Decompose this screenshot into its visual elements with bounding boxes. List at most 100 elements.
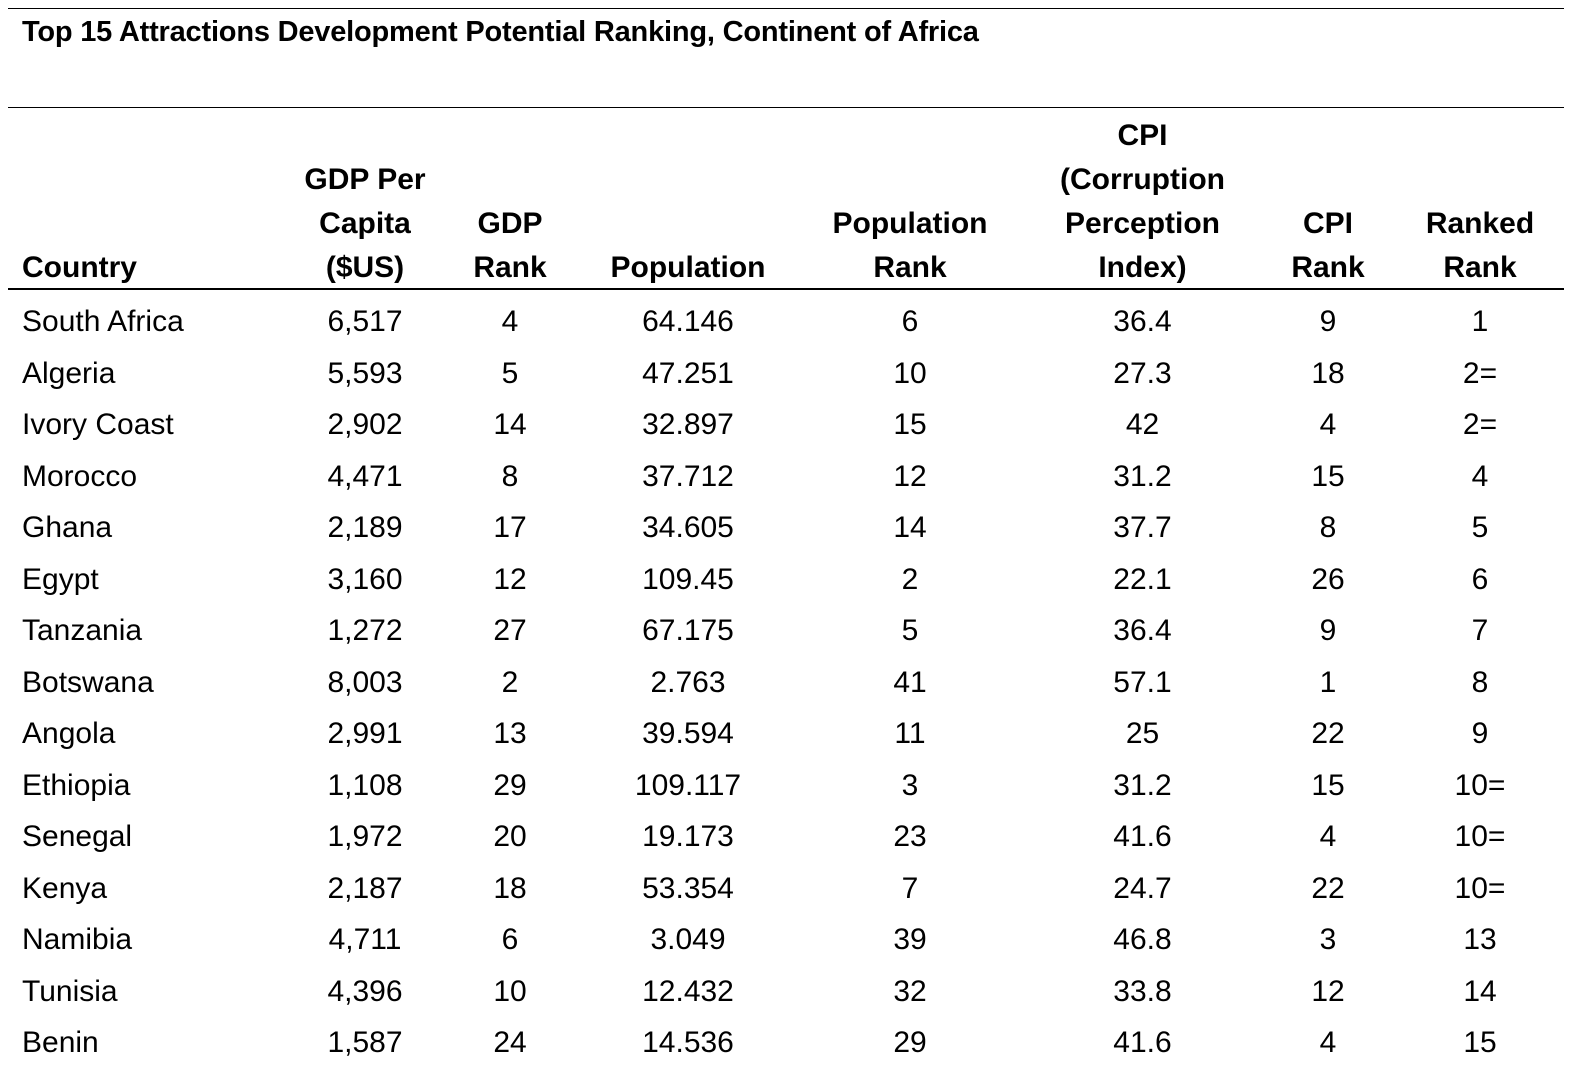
table-row: Ghana 2,189 17 34.605 14 37.7 8 5 bbox=[0, 502, 1570, 554]
cell-ranked-rank: 7 bbox=[1471, 614, 1489, 647]
cell-population: 3.049 bbox=[650, 923, 726, 956]
cell-population-rank: 3 bbox=[901, 768, 919, 802]
cell-cpi: 41.6 bbox=[1113, 1026, 1172, 1059]
cell-cpi: 24.7 bbox=[1113, 871, 1172, 905]
cell-gdp-per-capita: 2,902 bbox=[327, 408, 403, 441]
cell-country: Ethiopia bbox=[22, 768, 131, 802]
cell-cpi: 36.4 bbox=[1113, 614, 1172, 647]
cell-ranked-rank: 10= bbox=[1454, 820, 1506, 853]
table-title: Top 15 Attractions Development Potential… bbox=[22, 16, 979, 48]
cell-ranked-rank: 1 bbox=[1471, 305, 1489, 338]
column-header-cpi-rank: CPI Rank bbox=[1291, 207, 1365, 284]
cell-cpi: 31.2 bbox=[1113, 768, 1172, 802]
cell-ranked-rank: 8 bbox=[1471, 665, 1489, 699]
table-row: South Africa 6,517 4 64.146 6 36.4 9 1 bbox=[0, 296, 1570, 348]
cell-country: Benin bbox=[22, 1026, 99, 1059]
cell-population: 12.432 bbox=[642, 974, 734, 1008]
cell-cpi-rank: 4 bbox=[1319, 408, 1337, 441]
cell-population-rank: 5 bbox=[901, 614, 919, 647]
cell-country: Botswana bbox=[22, 665, 154, 699]
cell-population-rank: 41 bbox=[893, 665, 927, 699]
cell-population: 32.897 bbox=[642, 408, 734, 441]
cell-gdp-rank: 2 bbox=[501, 665, 519, 699]
cell-ranked-rank: 5 bbox=[1471, 511, 1489, 544]
cell-cpi: 33.8 bbox=[1113, 974, 1172, 1008]
cell-population: 19.173 bbox=[642, 820, 734, 853]
cell-cpi: 37.7 bbox=[1113, 511, 1172, 544]
cell-gdp-rank: 29 bbox=[493, 768, 527, 802]
cell-population-rank: 32 bbox=[893, 974, 927, 1008]
cell-ranked-rank: 2= bbox=[1462, 408, 1498, 441]
cell-gdp-rank: 10 bbox=[493, 974, 527, 1008]
cell-cpi: 42 bbox=[1125, 408, 1160, 441]
cell-gdp-per-capita: 4,471 bbox=[327, 459, 403, 493]
table-row: Benin 1,587 24 14.536 29 41.6 4 15 bbox=[0, 1017, 1570, 1069]
cell-country: Senegal bbox=[22, 820, 133, 853]
cell-population: 37.712 bbox=[642, 459, 734, 493]
cell-cpi-rank: 22 bbox=[1311, 871, 1345, 905]
cell-country: Morocco bbox=[22, 459, 138, 493]
cell-population: 47.251 bbox=[642, 356, 734, 390]
table-row: Angola 2,991 13 39.594 11 25 22 9 bbox=[0, 708, 1570, 760]
cell-population: 109.117 bbox=[634, 768, 742, 802]
cell-population: 34.605 bbox=[642, 511, 734, 544]
top-rule bbox=[8, 8, 1564, 9]
cell-country: Angola bbox=[22, 717, 116, 750]
column-header-population-rank: Population Rank bbox=[832, 207, 988, 284]
cell-gdp-rank: 6 bbox=[501, 923, 519, 956]
cell-ranked-rank: 10= bbox=[1454, 871, 1506, 905]
cell-cpi: 25 bbox=[1125, 717, 1160, 750]
table-row: Tanzania 1,272 27 67.175 5 36.4 9 7 bbox=[0, 605, 1570, 657]
cell-population-rank: 14 bbox=[893, 511, 927, 544]
table-row: Botswana 8,003 2 2.763 41 57.1 1 8 bbox=[0, 657, 1570, 709]
cell-cpi-rank: 9 bbox=[1319, 305, 1337, 338]
cell-cpi-rank: 18 bbox=[1311, 356, 1345, 390]
table-row: Ethiopia 1,108 29 109.117 3 31.2 15 10= bbox=[0, 760, 1570, 812]
cell-ranked-rank: 13 bbox=[1463, 923, 1497, 956]
cell-cpi-rank: 9 bbox=[1319, 614, 1337, 647]
table-row: Namibia 4,711 6 3.049 39 46.8 3 13 bbox=[0, 914, 1570, 966]
cell-country: South Africa bbox=[22, 305, 184, 338]
cell-ranked-rank: 6 bbox=[1471, 562, 1489, 596]
table-row: Ivory Coast 2,902 14 32.897 15 42 4 2= bbox=[0, 399, 1570, 451]
cell-population-rank: 39 bbox=[893, 923, 927, 956]
column-header-population: Population bbox=[610, 251, 766, 284]
cell-population-rank: 23 bbox=[893, 820, 927, 853]
cell-gdp-per-capita: 5,593 bbox=[327, 356, 403, 390]
column-header-cpi: CPI (Corruption Perception Index) bbox=[1060, 119, 1225, 284]
cell-ranked-rank: 2= bbox=[1462, 356, 1498, 390]
cell-gdp-per-capita: 2,189 bbox=[327, 511, 403, 544]
cell-cpi: 31.2 bbox=[1113, 459, 1172, 493]
cell-ranked-rank: 15 bbox=[1463, 1026, 1497, 1059]
column-header-ranked-rank: Ranked Rank bbox=[1425, 207, 1535, 284]
cell-population: 64.146 bbox=[642, 305, 734, 338]
cell-cpi-rank: 8 bbox=[1319, 511, 1337, 544]
cell-cpi: 57.1 bbox=[1113, 665, 1172, 699]
cell-cpi-rank: 26 bbox=[1311, 562, 1345, 596]
cell-population: 109.45 bbox=[642, 562, 734, 596]
table-row: Morocco 4,471 8 37.712 12 31.2 15 4 bbox=[0, 451, 1570, 503]
cell-ranked-rank: 4 bbox=[1471, 459, 1489, 493]
cell-country: Tanzania bbox=[22, 614, 143, 647]
header-bottom-rule bbox=[8, 288, 1564, 290]
cell-gdp-rank: 5 bbox=[501, 356, 519, 390]
cell-country: Namibia bbox=[22, 923, 133, 956]
cell-population-rank: 10 bbox=[893, 356, 927, 390]
cell-cpi-rank: 12 bbox=[1311, 974, 1345, 1008]
column-header-gdp-rank: GDP Rank bbox=[473, 207, 547, 284]
cell-gdp-rank: 27 bbox=[493, 614, 527, 647]
cell-gdp-rank: 14 bbox=[493, 408, 527, 441]
cell-cpi-rank: 4 bbox=[1319, 1026, 1337, 1059]
cell-cpi-rank: 3 bbox=[1319, 923, 1337, 956]
cell-gdp-per-capita: 1,972 bbox=[327, 820, 403, 853]
cell-population-rank: 15 bbox=[893, 408, 927, 441]
cell-country: Tunisia bbox=[22, 974, 118, 1008]
column-header-gdp-per-capita: GDP Per Capita ($US) bbox=[304, 163, 426, 284]
cell-gdp-per-capita: 2,187 bbox=[327, 871, 403, 905]
cell-cpi-rank: 22 bbox=[1311, 717, 1345, 750]
cell-gdp-per-capita: 3,160 bbox=[327, 562, 403, 596]
table-row: Kenya 2,187 18 53.354 7 24.7 22 10= bbox=[0, 863, 1570, 915]
cell-country: Algeria bbox=[22, 356, 116, 390]
cell-gdp-rank: 8 bbox=[501, 459, 519, 493]
cell-gdp-rank: 20 bbox=[493, 820, 527, 853]
